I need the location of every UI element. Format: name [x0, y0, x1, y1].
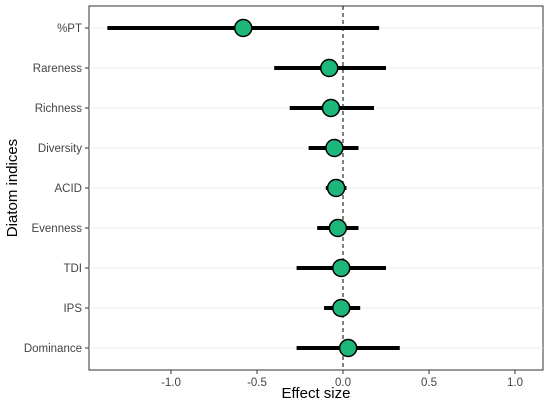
- y-tick-label: Diversity: [38, 143, 82, 155]
- x-tick-label: 0.5: [421, 377, 437, 389]
- x-tick-label: 1.0: [507, 377, 523, 389]
- x-axis-title: Effect size: [282, 385, 351, 402]
- y-tick-label: Evenness: [31, 223, 82, 235]
- y-tick-label: Richness: [35, 103, 83, 115]
- point-tdi: [332, 258, 351, 278]
- point-richness: [321, 98, 341, 118]
- effect-points: [233, 18, 358, 358]
- point-ips: [332, 298, 351, 318]
- y-axis-ticks: %PT Rareness Richness Diversity ACID Evenness…: [24, 23, 89, 355]
- y-tick-label: Dominance: [24, 343, 82, 355]
- y-tick-label: TDI: [63, 263, 82, 275]
- x-tick-label: 0.0: [335, 377, 351, 389]
- x-axis-ticks: -1.0 -0.5 0.0 0.5 1.0: [161, 370, 523, 389]
- point-acid: [326, 178, 346, 198]
- point-pt: [233, 18, 253, 38]
- x-tick-label: -0.5: [247, 377, 267, 389]
- y-tick-label: ACID: [55, 183, 82, 195]
- y-tick-label: Rareness: [33, 63, 82, 75]
- point-diversity: [325, 138, 344, 158]
- point-dominance: [338, 338, 358, 358]
- y-tick-label: %PT: [57, 23, 82, 35]
- y-tick-label: IPS: [63, 303, 82, 315]
- point-rareness: [319, 58, 339, 78]
- y-axis-title: Diatom indices: [4, 139, 21, 237]
- point-evenness: [328, 218, 348, 238]
- x-tick-label: -1.0: [161, 377, 181, 389]
